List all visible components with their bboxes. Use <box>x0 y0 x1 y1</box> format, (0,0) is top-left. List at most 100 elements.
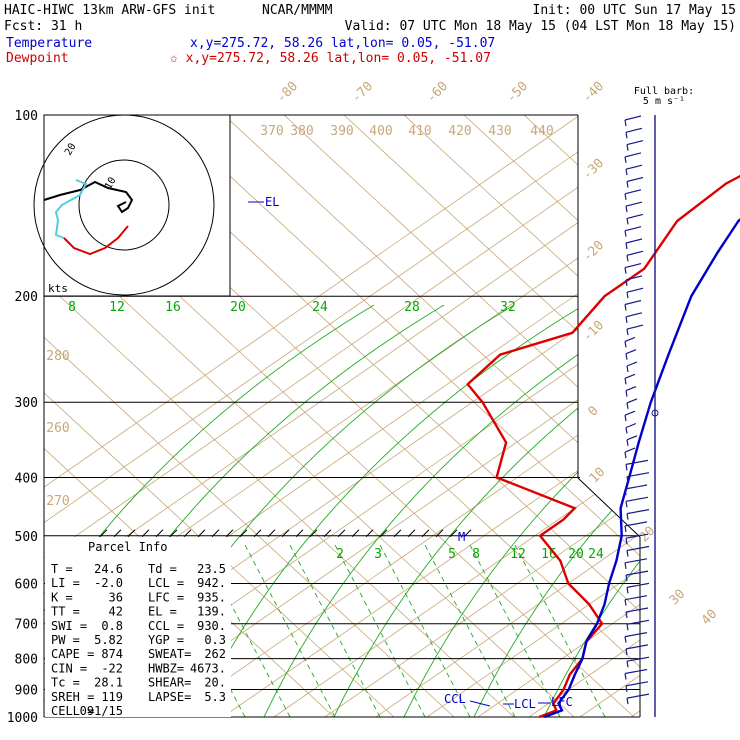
wind-barb <box>626 140 644 146</box>
theta-label: 380 <box>290 124 313 139</box>
wind-barb <box>624 595 648 601</box>
hatch-tick <box>407 529 416 538</box>
hodograph-trace-black <box>43 180 134 214</box>
parcel-key: CCL = <box>148 619 184 633</box>
wind-barb-flag <box>624 230 627 237</box>
adiabat-line <box>44 115 575 717</box>
hatch-tick <box>421 529 430 538</box>
adiabat-line <box>44 115 515 717</box>
wind-barb <box>625 459 649 465</box>
wind-barb-flag <box>624 599 627 606</box>
parcel-key: K = <box>51 590 73 604</box>
parcel-value: 20. <box>204 676 226 690</box>
adiabat-line <box>463 115 640 717</box>
isotherm-label: -10 <box>580 318 607 345</box>
parcel-key: CIN = <box>51 661 87 675</box>
wind-barb <box>626 582 650 588</box>
barb-legend-line1: Full barb: <box>634 86 694 97</box>
theta-label: 430 <box>488 124 511 139</box>
hatch-tick <box>393 529 402 538</box>
parcel-key: SWI = <box>51 619 87 633</box>
parcel-key: SHEAR= <box>148 676 191 690</box>
wind-barb-flag <box>624 636 627 643</box>
isotherm-label: 40 <box>699 607 721 629</box>
parcel-key: YGP = <box>148 633 184 647</box>
wind-barb <box>625 349 637 355</box>
parcel-value: 0.8 <box>101 619 123 633</box>
wind-barb <box>625 570 649 576</box>
moist-adiabat <box>44 304 375 717</box>
parcel-key: HWBZ= <box>148 661 184 675</box>
barb-legend-line2: 5 m s⁻¹ <box>643 96 685 107</box>
wind-barb <box>624 373 636 379</box>
model-title: HAIC-HIWC 13km ARW-GFS init <box>4 3 215 18</box>
wind-barb-flag <box>626 218 629 225</box>
wind-barb <box>625 164 643 170</box>
wind-barb-flag <box>624 525 627 532</box>
wind-barb <box>626 472 650 478</box>
mixing-ratio-label: 20 <box>230 300 246 315</box>
pressure-tick-label: 1000 <box>7 711 38 726</box>
mixing-ratio-label: 28 <box>404 300 420 315</box>
wind-barb <box>625 496 649 502</box>
hatch-tick <box>449 529 458 538</box>
isotherm-line <box>120 115 640 717</box>
annotation-lfc: LFC <box>551 695 573 709</box>
parcel-value: 0.3 <box>204 633 226 647</box>
wind-barb-flag <box>624 304 627 311</box>
parcel-value: 23.5 <box>197 562 226 576</box>
wind-barb-flag <box>626 624 629 631</box>
wind-barb-flag <box>626 329 629 336</box>
wind-barb <box>624 632 648 638</box>
pressure-tick-label: 600 <box>15 577 38 592</box>
adiabat-line <box>644 115 740 717</box>
wind-barb <box>625 275 643 281</box>
wind-barb <box>624 263 642 269</box>
wind-barb <box>626 287 644 293</box>
parcel-value: 28.1 <box>94 676 123 690</box>
wind-barb-flag <box>624 488 627 496</box>
wind-barb-flag <box>626 439 629 446</box>
wind-barb-flag <box>626 292 629 299</box>
hatch-tick <box>141 529 150 538</box>
moist-adiabat <box>473 304 640 717</box>
wind-barb-flag <box>626 661 629 668</box>
wind-barb-flag <box>625 575 628 582</box>
pressure-tick-label: 700 <box>15 618 38 633</box>
theta-label: 270 <box>46 494 69 509</box>
theta-label: 260 <box>46 421 69 436</box>
hatch-tick <box>113 529 122 538</box>
hodograph-ring-label: 20 <box>63 142 79 158</box>
wind-barb-flag <box>624 415 627 422</box>
wind-barb-flag <box>626 181 629 188</box>
mixing-ratio-label: 20 <box>568 547 584 562</box>
isotherm-label: -40 <box>580 79 607 106</box>
parcel-value: -2.0 <box>94 576 123 590</box>
wind-barb-flag <box>624 341 627 348</box>
parcel-key: CAPE = <box>51 647 94 661</box>
parcel-value: 42 <box>109 605 123 619</box>
parcel-value: 5.82 <box>94 633 123 647</box>
wind-barb <box>624 484 648 490</box>
adiabat-line <box>223 115 640 717</box>
hatch-tick <box>225 529 234 538</box>
wind-barb <box>625 201 643 207</box>
parcel-key: EL = <box>148 605 177 619</box>
wind-barb <box>625 644 649 650</box>
hatch-tick <box>337 529 346 538</box>
mixing-ratio-label: 12 <box>510 547 526 562</box>
dewpoint-profile <box>466 174 740 719</box>
wind-barb <box>625 312 643 318</box>
parcel-key: LFC = <box>148 590 184 604</box>
isotherm-line <box>44 115 581 717</box>
parcel-value: 874 <box>101 647 123 661</box>
adiabat-line <box>44 115 395 717</box>
wind-barb-flag <box>624 267 627 274</box>
pressure-tick-label: 800 <box>15 653 38 668</box>
adiabat-line <box>44 115 455 717</box>
parcel-table-bg <box>45 537 231 717</box>
moist-adiabat <box>403 304 640 717</box>
temperature-cursor: x,y=275.72, 58.26 lat,lon= 0.05, -51.07 <box>190 36 495 51</box>
hodograph-units: kts <box>48 282 68 295</box>
parcel-value: 091/15 <box>80 704 123 718</box>
